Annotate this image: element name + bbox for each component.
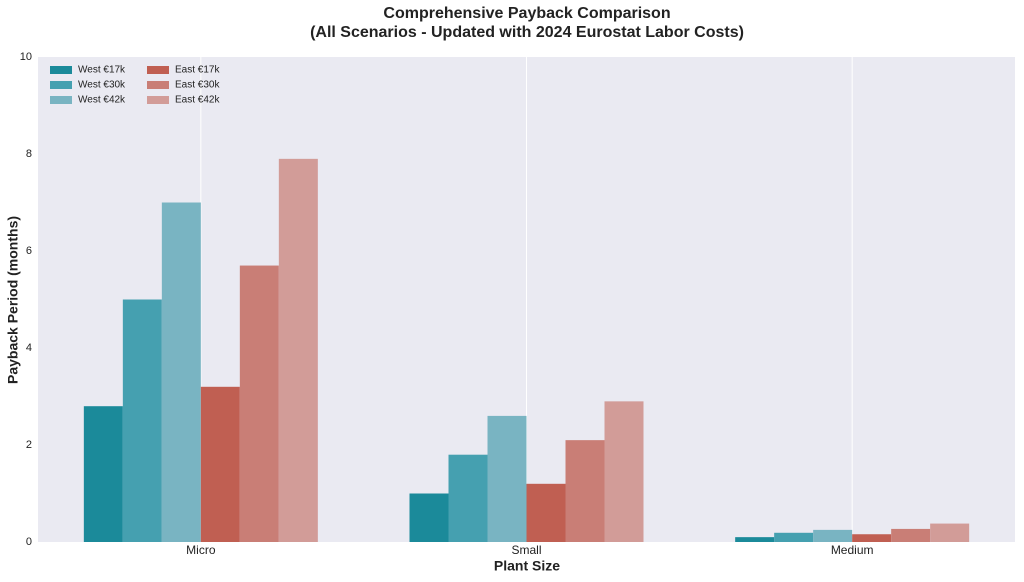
legend-label: West €17k — [78, 65, 126, 76]
legend-label: West €30k — [78, 80, 126, 91]
bar — [122, 299, 162, 542]
bar — [565, 440, 605, 542]
legend-label: West €42k — [78, 95, 126, 106]
y-tick-label: 0 — [26, 536, 32, 548]
bar — [448, 454, 488, 542]
chart-title: Comprehensive Payback Comparison — [383, 5, 670, 22]
bar — [852, 534, 892, 542]
x-axis-label: Plant Size — [494, 558, 560, 574]
y-tick-label: 2 — [26, 439, 32, 451]
bar — [930, 523, 970, 542]
legend-swatch — [147, 66, 169, 74]
bar — [409, 493, 449, 542]
bar — [813, 529, 853, 542]
legend-swatch — [50, 96, 72, 104]
legend-swatch — [147, 96, 169, 104]
y-tick-label: 8 — [26, 148, 32, 160]
bar — [161, 202, 201, 542]
legend-swatch — [147, 81, 169, 89]
bar — [200, 386, 240, 542]
legend-swatch — [50, 66, 72, 74]
bar — [604, 401, 644, 542]
bar — [239, 265, 279, 542]
legend-label: East €17k — [175, 65, 220, 76]
bar — [891, 528, 931, 542]
chart-subtitle: (All Scenarios - Updated with 2024 Euros… — [310, 24, 744, 41]
legend-swatch — [50, 81, 72, 89]
y-tick-label: 10 — [20, 51, 32, 63]
y-axis-label: Payback Period (months) — [5, 216, 21, 384]
x-tick-label: Medium — [831, 543, 874, 557]
bar — [278, 158, 318, 542]
x-tick-label: Small — [511, 543, 541, 557]
bar — [487, 415, 527, 542]
y-tick-label: 4 — [26, 342, 32, 354]
bar — [526, 483, 566, 542]
legend-label: East €42k — [175, 95, 220, 106]
bar — [735, 537, 775, 542]
bar — [774, 532, 814, 542]
legend-label: East €30k — [175, 80, 220, 91]
bar — [83, 406, 123, 542]
y-tick-label: 6 — [26, 245, 32, 257]
x-tick-label: Micro — [186, 543, 216, 557]
